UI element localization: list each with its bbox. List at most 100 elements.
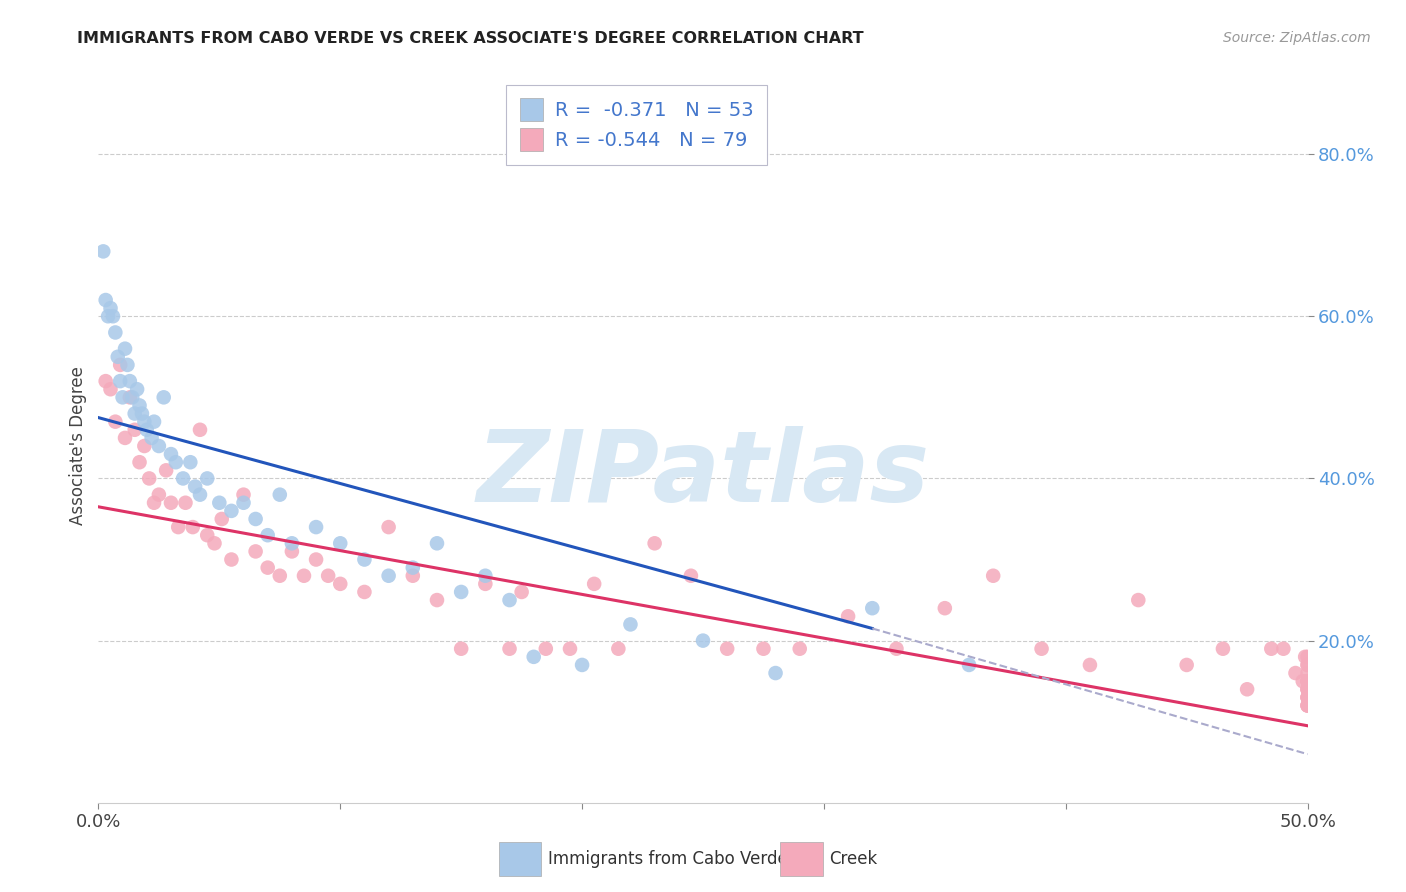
Point	[1296, 682, 1319, 697]
Point	[377, 520, 399, 534]
Point	[1175, 657, 1198, 672]
Point	[141, 431, 163, 445]
Point	[117, 358, 139, 372]
Point	[474, 577, 496, 591]
Point	[1296, 690, 1319, 705]
Point	[1260, 641, 1282, 656]
Point	[121, 390, 143, 404]
Point	[114, 431, 136, 445]
Point	[188, 423, 211, 437]
Point	[208, 496, 231, 510]
Point	[1212, 641, 1234, 656]
Point	[1296, 690, 1319, 705]
Point	[281, 536, 304, 550]
Point	[94, 374, 117, 388]
Point	[127, 382, 149, 396]
Point	[131, 407, 153, 421]
Point	[256, 560, 278, 574]
Point	[1296, 657, 1319, 672]
Text: IMMIGRANTS FROM CABO VERDE VS CREEK ASSOCIATE'S DEGREE CORRELATION CHART: IMMIGRANTS FROM CABO VERDE VS CREEK ASSO…	[77, 31, 863, 46]
Point	[167, 520, 190, 534]
Point	[211, 512, 233, 526]
Point	[1284, 666, 1306, 681]
Point	[134, 415, 156, 429]
Point	[101, 310, 124, 324]
Point	[155, 463, 177, 477]
Point	[353, 585, 375, 599]
Point	[474, 568, 496, 582]
Point	[752, 641, 775, 656]
Point	[510, 585, 533, 599]
Point	[644, 536, 666, 550]
Point	[498, 641, 520, 656]
Point	[1296, 674, 1319, 689]
Point	[934, 601, 956, 615]
Point	[160, 447, 183, 461]
Point	[148, 488, 170, 502]
Point	[305, 552, 328, 566]
Point	[1296, 674, 1319, 689]
Point	[534, 641, 557, 656]
Point	[765, 666, 787, 681]
Point	[269, 488, 291, 502]
Point	[148, 439, 170, 453]
Point	[1296, 698, 1319, 713]
Point	[143, 496, 166, 510]
Point	[184, 479, 207, 493]
Point	[619, 617, 641, 632]
Point	[498, 593, 520, 607]
Point	[402, 568, 425, 582]
Point	[179, 455, 201, 469]
Point	[152, 390, 174, 404]
Point	[679, 568, 702, 582]
Point	[94, 293, 117, 307]
Text: Immigrants from Cabo Verde: Immigrants from Cabo Verde	[548, 850, 789, 868]
Point	[886, 641, 908, 656]
Point	[174, 496, 197, 510]
Point	[111, 390, 134, 404]
Point	[1292, 674, 1315, 689]
Point	[305, 520, 328, 534]
Point	[1128, 593, 1150, 607]
Point	[1296, 690, 1319, 705]
Point	[195, 471, 218, 485]
Point	[118, 374, 141, 388]
Y-axis label: Associate's Degree: Associate's Degree	[69, 367, 87, 525]
Point	[269, 568, 291, 582]
Point	[789, 641, 811, 656]
Point	[292, 568, 315, 582]
Point	[583, 577, 606, 591]
Point	[100, 382, 122, 396]
Point	[134, 439, 156, 453]
Point	[1272, 641, 1295, 656]
Point	[128, 455, 150, 469]
Point	[108, 358, 131, 372]
Point	[1296, 698, 1319, 713]
Point	[100, 301, 122, 315]
Point	[221, 504, 243, 518]
Point	[426, 593, 449, 607]
Point	[232, 488, 254, 502]
Point	[1296, 682, 1319, 697]
Point	[558, 641, 581, 656]
Point	[108, 374, 131, 388]
Point	[571, 657, 593, 672]
Point	[128, 399, 150, 413]
Point	[124, 423, 146, 437]
Point	[450, 585, 472, 599]
Point	[91, 244, 114, 259]
Point	[97, 310, 120, 324]
Point	[329, 536, 352, 550]
Point	[716, 641, 738, 656]
Point	[221, 552, 243, 566]
Point	[1236, 682, 1258, 697]
Point	[329, 577, 352, 591]
Text: Creek: Creek	[830, 850, 877, 868]
Point	[860, 601, 883, 615]
Point	[316, 568, 339, 582]
Point	[114, 342, 136, 356]
Point	[135, 423, 157, 437]
Point	[104, 415, 127, 429]
Point	[1031, 641, 1053, 656]
Point	[1296, 649, 1319, 664]
